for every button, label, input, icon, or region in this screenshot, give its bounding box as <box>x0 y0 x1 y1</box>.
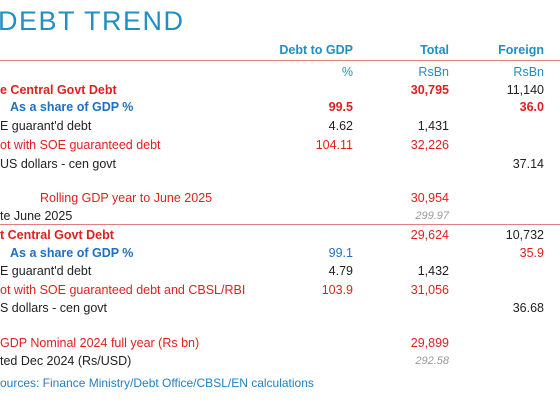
debt-to-gdp-value: 4.79 <box>328 264 353 278</box>
row-label: t Central Govt Debt <box>0 228 114 242</box>
total-value: 1,432 <box>417 264 449 278</box>
row-label: te June 2025 <box>0 209 73 223</box>
row-central-debt-1: e Central Govt Debt 30,795 11,140 <box>0 80 560 100</box>
row-label: US dollars - cen govt <box>0 157 117 171</box>
debt-to-gdp-value: 104.11 <box>315 138 353 152</box>
row-with-soe-2: ot with SOE guaranteed debt and CBSL/RBI… <box>0 280 560 300</box>
row-label: As a share of GDP % <box>10 100 134 114</box>
total-value: 30,795 <box>410 83 449 97</box>
block-divider <box>0 224 560 225</box>
row-label: E guarant'd debt <box>0 264 92 278</box>
row-label: Rolling GDP year to June 2025 <box>40 191 213 205</box>
foreign-value: 11,140 <box>506 83 544 97</box>
row-label: As a share of GDP % <box>10 246 134 260</box>
units-row: % RsBn RsBn <box>0 62 560 82</box>
row-label: ted Dec 2024 (Rs/USD) <box>0 354 132 368</box>
row-usd-2: S dollars - cen govt 36.68 <box>0 298 560 318</box>
row-share-gdp-2: As a share of GDP % 99.1 35.9 <box>0 243 560 263</box>
row-label: E guarant'd debt <box>0 119 92 133</box>
header-foreign: Foreign <box>498 43 544 57</box>
foreign-value: 37.14 <box>512 157 544 171</box>
row-label: ot with SOE guaranteed debt and CBSL/RBI <box>0 283 246 297</box>
row-usd-1: US dollars - cen govt 37.14 <box>0 154 560 174</box>
debt-to-gdp-value: 103.9 <box>321 283 353 297</box>
row-label: e Central Govt Debt <box>0 83 117 97</box>
debt-to-gdp-value: 99.5 <box>328 100 353 114</box>
page-title: DEBT TREND <box>0 6 185 36</box>
row-central-debt-2: t Central Govt Debt 29,624 10,732 <box>0 225 560 245</box>
header-divider <box>0 60 560 61</box>
total-value: 292.58 <box>415 355 449 367</box>
total-value: 1,431 <box>417 119 449 133</box>
total-value: 29,899 <box>410 336 449 350</box>
header-debt-to-gdp: Debt to GDP <box>279 43 353 57</box>
foreign-value: 36.68 <box>512 301 544 315</box>
unit-foreign: RsBn <box>513 65 544 79</box>
row-soe-1: E guarant'd debt 4.62 1,431 <box>0 116 560 136</box>
row-rate-2: ted Dec 2024 (Rs/USD) 292.58 <box>0 351 560 371</box>
debt-to-gdp-value: 4.62 <box>328 119 353 133</box>
row-gdp-nominal: GDP Nominal 2024 full year (Rs bn) 29,89… <box>0 333 560 353</box>
row-share-gdp-1: As a share of GDP % 99.5 36.0 <box>0 97 560 117</box>
row-rate-1: te June 2025 299.97 <box>0 206 560 226</box>
column-header-row: Debt to GDP Total Foreign <box>0 40 560 60</box>
unit-percent: % <box>341 65 353 79</box>
total-value: 29,624 <box>410 228 449 242</box>
row-rolling-gdp: Rolling GDP year to June 2025 30,954 <box>0 188 560 208</box>
foreign-value: 10,732 <box>505 228 544 242</box>
row-label: S dollars - cen govt <box>0 301 107 315</box>
total-value: 32,226 <box>410 138 449 152</box>
row-label: ot with SOE guaranteed debt <box>0 138 161 152</box>
foreign-value: 35.9 <box>519 246 544 260</box>
header-total: Total <box>420 43 449 57</box>
row-label: GDP Nominal 2024 full year (Rs bn) <box>0 336 200 350</box>
row-soe-2: E guarant'd debt 4.79 1,432 <box>0 261 560 281</box>
total-value: 31,056 <box>410 283 449 297</box>
foreign-value: 36.0 <box>519 100 544 114</box>
unit-total: RsBn <box>418 65 449 79</box>
debt-to-gdp-value: 99.1 <box>328 246 353 260</box>
total-value: 299.97 <box>415 210 449 222</box>
row-with-soe-1: ot with SOE guaranteed debt 104.11 32,22… <box>0 135 560 155</box>
total-value: 30,954 <box>410 191 449 205</box>
source-note: ources: Finance Ministry/Debt Office/CBS… <box>0 376 314 390</box>
